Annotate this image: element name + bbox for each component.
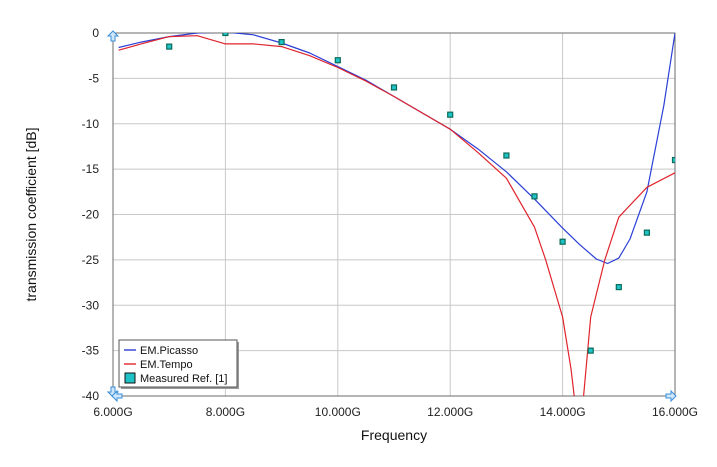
legend-entry: Measured Ref. [1] (140, 373, 227, 385)
measured-point (503, 152, 510, 159)
legend-entry: EM.Tempo (140, 359, 193, 371)
y-tick-label: -5 (88, 71, 99, 85)
y-tick-label: -15 (82, 162, 100, 176)
y-tick-label: -25 (82, 253, 100, 267)
scroll-arrow-icon[interactable] (665, 389, 677, 403)
measured-point (559, 238, 566, 245)
measured-point (334, 57, 341, 64)
x-axis-title: Frequency (361, 427, 427, 443)
x-tick-label: 14.000G (540, 405, 586, 419)
legend[interactable]: EM.Picasso EM.Tempo Measured Ref. [1] (118, 339, 239, 389)
measured-point (587, 347, 594, 354)
y-tick-label: 0 (92, 26, 99, 40)
measured-point (166, 43, 173, 50)
measured-point (278, 38, 285, 46)
x-tick-label: 12.000G (427, 405, 473, 419)
scroll-arrow-icon[interactable] (106, 30, 120, 42)
plot-area-border (112, 32, 676, 397)
x-tick-label: 10.000G (315, 405, 361, 419)
legend-box (118, 339, 238, 388)
x-tick-label: 16.000G (652, 405, 698, 419)
y-tick-label: -40 (82, 389, 100, 403)
series-layer (118, 33, 675, 396)
y-tick-label: -10 (82, 117, 100, 131)
measured-point (447, 111, 454, 118)
y-tick-label: -35 (82, 344, 100, 358)
measured-point (531, 193, 538, 200)
x-tick-label: 8.000G (206, 405, 245, 419)
measured-point (615, 284, 622, 291)
axis-scroll-handles (106, 30, 677, 403)
x-tick-label: 6.000G (93, 405, 132, 419)
y-tick-label: -30 (82, 298, 100, 312)
series-line (118, 35, 675, 396)
measured-point (671, 156, 675, 164)
measured-point (390, 84, 398, 91)
measured-point (643, 229, 651, 236)
y-tick-label: -20 (82, 208, 100, 222)
measured-point (222, 33, 229, 37)
legend-swatch (124, 372, 136, 384)
legend-entry: EM.Picasso (140, 345, 198, 357)
y-axis-title: transmission coefficient [dB] (23, 127, 39, 301)
scroll-arrow-icon[interactable] (111, 389, 123, 403)
y-tick-labels: 0 -5 -10 -15 -20 -25 -30 -35 -40 (82, 26, 100, 403)
x-tick-labels: 6.000G 8.000G 10.000G 12.000G 14.000G 16.000G (93, 405, 698, 419)
